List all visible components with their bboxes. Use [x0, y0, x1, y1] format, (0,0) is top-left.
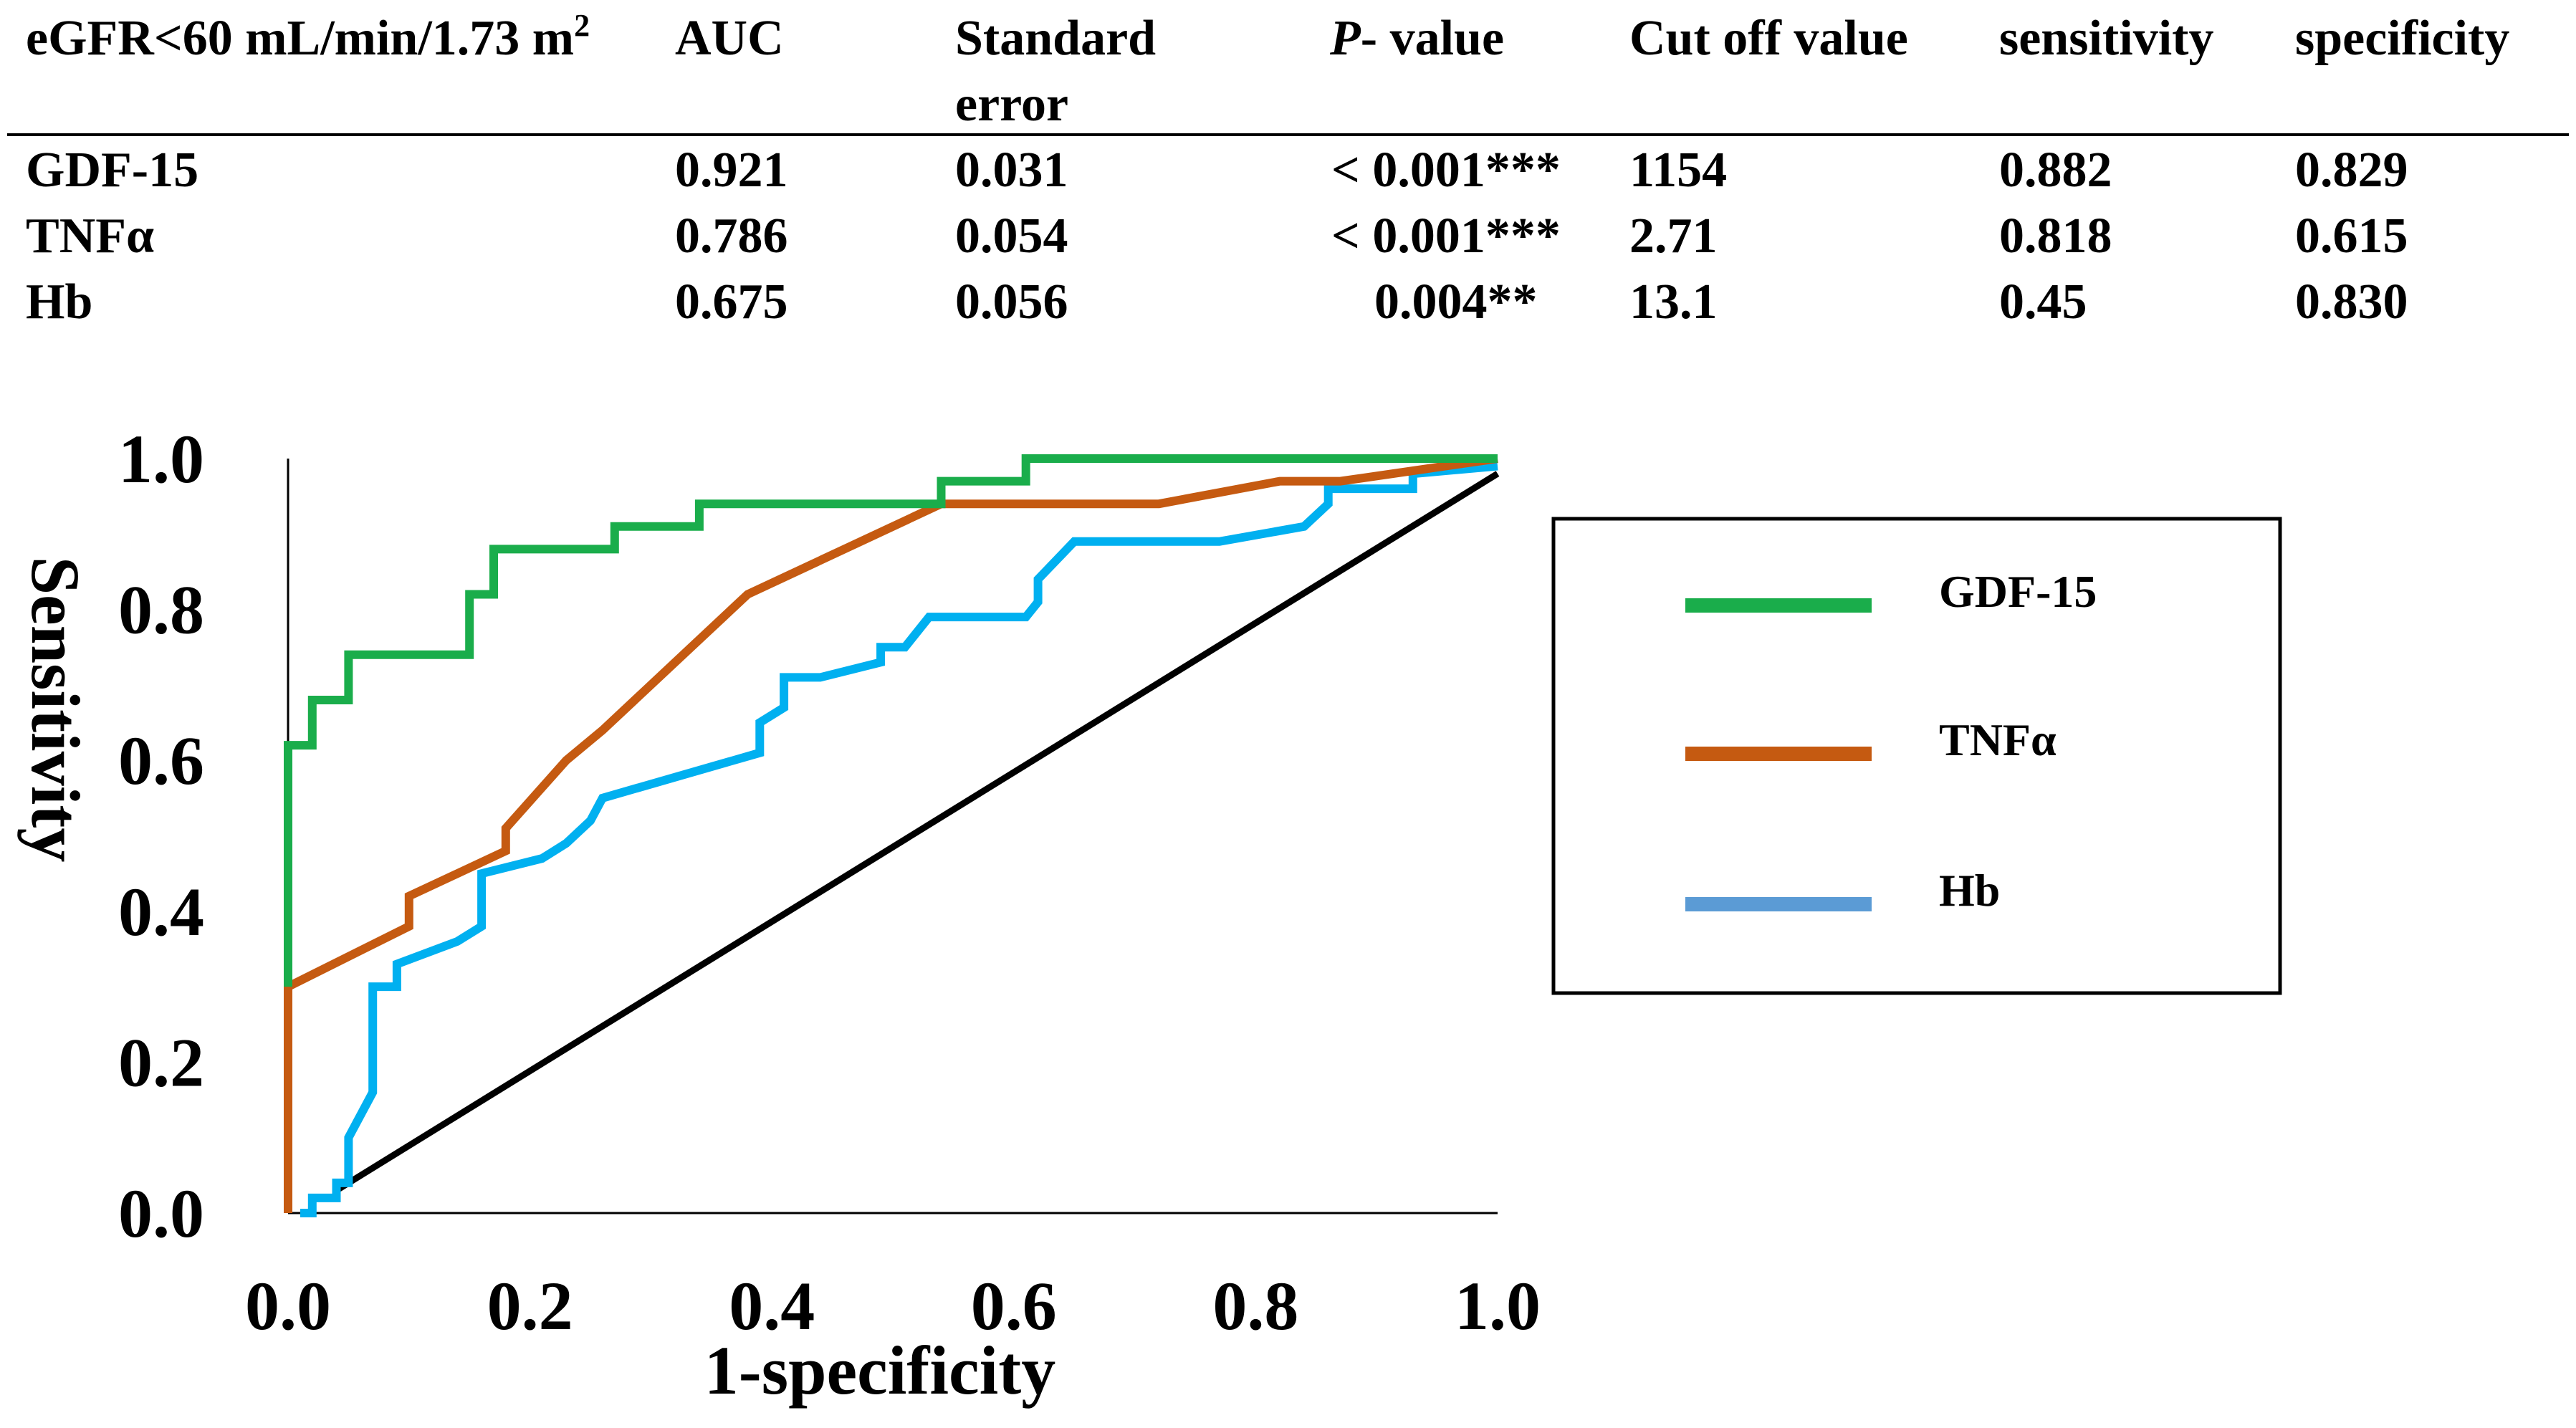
roc-curve-reference-diagonal: [335, 471, 1500, 1194]
header-cutoff: Cut off value: [1629, 11, 1908, 66]
table-row-marker: GDF-15: [26, 143, 199, 198]
y-tick-label: 0.6: [118, 722, 204, 799]
table-cell-p: < 0.001***: [1331, 209, 1561, 264]
header-auc: AUC: [675, 11, 784, 66]
table-cell-auc: 0.675: [675, 274, 788, 330]
x-axis-title: 1-specificity: [704, 1332, 1056, 1409]
table-cell-sensitivity: 0.882: [1999, 143, 2112, 198]
table-row-marker: Hb: [26, 274, 93, 330]
legend-box: [1551, 517, 2282, 995]
legend: GDF-15 TNFα Hb: [1551, 517, 2282, 995]
y-axis-title: Sensitivity: [17, 557, 94, 863]
table-cell-p: 0.004**: [1374, 274, 1538, 330]
x-tick-labels: 0.0 0.2 0.4 0.6 0.8 1.0: [245, 1268, 1541, 1344]
table-cell-p: < 0.001***: [1331, 143, 1561, 198]
roc-curve-hb: [300, 461, 1498, 1217]
table-cell-specificity: 0.830: [2295, 274, 2408, 330]
y-tick-label: 1.0: [118, 421, 204, 497]
table-cell-se: 0.031: [955, 143, 1068, 198]
chart-axes: [287, 459, 1498, 1214]
header-rule: [7, 133, 2569, 136]
roc-curve-tnf: [284, 454, 1498, 1213]
table-cell-specificity: 0.615: [2295, 209, 2408, 264]
y-tick-labels: 0.0 0.2 0.4 0.6 0.8 1.0: [118, 421, 204, 1252]
table-cell-auc: 0.786: [675, 209, 788, 264]
legend-label: GDF-15: [1939, 566, 2097, 617]
table-cell-specificity: 0.829: [2295, 143, 2408, 198]
y-tick-label: 0.8: [118, 572, 204, 648]
roc-curves: [284, 454, 1500, 1217]
y-tick-label: 0.2: [118, 1024, 204, 1101]
y-tick-label: 0.0: [118, 1175, 204, 1252]
header-specificity: specificity: [2295, 11, 2510, 66]
table-cell-cutoff: 13.1: [1629, 274, 1718, 330]
table-cell-cutoff: 1154: [1629, 143, 1728, 198]
x-tick-label: 0.4: [729, 1268, 815, 1344]
x-tick-label: 0.2: [487, 1268, 573, 1344]
table-cell-cutoff: 2.71: [1629, 209, 1718, 264]
x-tick-label: 0.8: [1212, 1268, 1298, 1344]
table-cell-se: 0.056: [955, 274, 1068, 330]
x-tick-label: 1.0: [1455, 1268, 1541, 1344]
table-cell-sensitivity: 0.818: [1999, 209, 2112, 264]
table-row-marker: TNFα: [26, 209, 155, 264]
header-p-value: P- value: [1330, 11, 1505, 66]
header-criterion: eGFR<60 mL/min/1.73 m2: [26, 8, 590, 67]
legend-items: GDF-15 TNFα Hb: [1685, 566, 2097, 916]
header-sensitivity: sensitivity: [1999, 11, 2214, 66]
header-standard-error: Standard error: [955, 11, 1157, 132]
y-tick-label: 0.4: [118, 873, 204, 950]
table-cell-se: 0.054: [955, 209, 1068, 264]
x-tick-label: 0.6: [971, 1268, 1057, 1344]
table-cell-sensitivity: 0.45: [1999, 274, 2087, 330]
roc-curve-gdf-15: [284, 454, 1498, 987]
table-cell-auc: 0.921: [675, 143, 788, 198]
legend-label: Hb: [1939, 865, 2000, 916]
legend-label: TNFα: [1939, 714, 2057, 765]
x-tick-label: 0.0: [245, 1268, 331, 1344]
